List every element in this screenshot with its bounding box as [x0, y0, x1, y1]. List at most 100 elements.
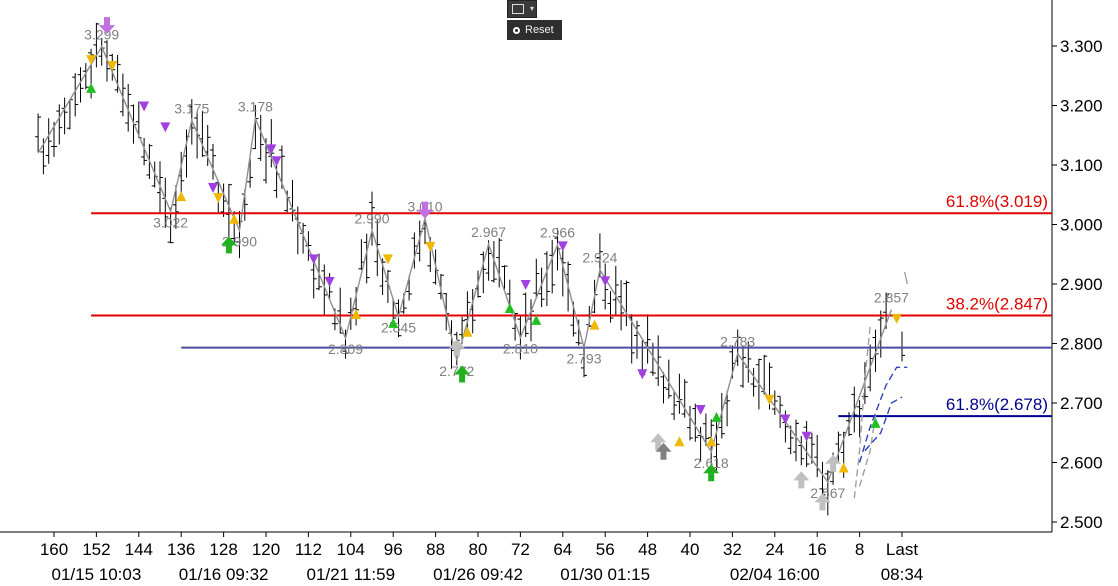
y-tick-label: 3.000 [1060, 216, 1103, 235]
signal-arrow [557, 241, 568, 252]
signal-arrow [637, 369, 648, 380]
reset-icon [513, 27, 520, 34]
x-tick-label: 8 [855, 540, 864, 559]
x-tick-label: 16 [808, 540, 827, 559]
signal-arrow [589, 319, 600, 330]
x-tick-label: Last [886, 540, 918, 559]
swing-label: 3.022 [153, 214, 188, 230]
signal-arrow [266, 144, 277, 155]
swing-label: 2.857 [874, 290, 909, 306]
signal-arrow [139, 101, 150, 112]
level-label: 38.2%(2.847) [946, 295, 1048, 314]
swing-label: 2.618 [694, 455, 729, 471]
signal-arrow [271, 156, 282, 167]
chart-toolbar: ▾ Reset [507, 0, 562, 40]
x-tick-label: 128 [209, 540, 237, 559]
swing-label: 2.966 [540, 225, 575, 241]
y-tick-label: 3.200 [1060, 97, 1103, 116]
signal-arrow [448, 339, 465, 357]
signal-arrow [351, 308, 362, 319]
y-tick-label: 2.500 [1060, 513, 1103, 532]
y-tick-label: 3.300 [1060, 37, 1103, 56]
projection-band [853, 325, 871, 499]
date-tick-label: 01/15 10:03 [51, 565, 141, 584]
date-tick-label: 01/26 09:42 [433, 565, 523, 584]
swing-label: 2.567 [810, 485, 845, 501]
x-tick-label: 104 [337, 540, 365, 559]
x-tick-label: 56 [596, 540, 615, 559]
swing-label: 2.772 [439, 363, 474, 379]
date-tick-label: 08:34 [881, 565, 924, 584]
signal-arrow [208, 183, 218, 194]
swing-label: 2.793 [566, 351, 601, 367]
signal-arrow [703, 464, 720, 482]
chevron-down-icon: ▾ [529, 4, 534, 13]
x-tick-label: 160 [40, 540, 68, 559]
swing-label: 3.175 [174, 100, 209, 116]
signal-arrow [650, 433, 667, 451]
signal-arrow [388, 317, 399, 328]
reset-button[interactable]: Reset [507, 20, 562, 40]
swing-label: 2.845 [381, 320, 416, 336]
signal-arrow [711, 411, 722, 422]
signal-arrow [176, 191, 187, 202]
signal-arrow [308, 254, 319, 265]
swing-label: 3.178 [238, 99, 273, 115]
reset-label: Reset [525, 24, 554, 36]
signal-arrow [764, 394, 775, 405]
date-tick-label: 01/30 01:15 [560, 565, 650, 584]
x-tick-label: 24 [765, 540, 784, 559]
price-bars [35, 22, 905, 516]
x-tick-label: 72 [511, 540, 530, 559]
swing-label: 2.809 [328, 341, 363, 357]
signal-arrow [674, 436, 685, 447]
swing-line [37, 45, 893, 484]
x-tick-label: 112 [295, 540, 322, 559]
x-tick-label: 88 [426, 540, 445, 559]
signal-arrow [160, 122, 171, 133]
y-tick-label: 2.800 [1060, 335, 1103, 354]
signal-arrow [86, 82, 97, 93]
signal-arrow [425, 241, 436, 252]
signal-arrow [107, 61, 118, 72]
level-label: 61.8%(3.019) [946, 192, 1048, 211]
swing-label: 2.810 [503, 341, 538, 357]
signal-arrow [891, 313, 902, 324]
x-tick-label: 96 [384, 540, 403, 559]
x-tick-label: 136 [167, 540, 195, 559]
swing-label: 2.783 [720, 334, 755, 350]
swing-label: 3.299 [84, 27, 119, 43]
swing-label: 2.924 [582, 250, 617, 266]
x-tick-label: 144 [125, 540, 153, 559]
y-tick-label: 2.700 [1060, 394, 1103, 413]
signal-arrow [220, 236, 237, 254]
x-tick-label: 152 [82, 540, 110, 559]
line-chart-icon [512, 4, 524, 14]
signal-arrow [838, 462, 849, 473]
signal-arrow [454, 365, 471, 383]
signal-arrow [706, 436, 717, 447]
signal-arrow [825, 454, 842, 472]
signal-arrow [655, 442, 672, 460]
signal-arrow [793, 471, 810, 489]
level-label: 61.8%(2.678) [946, 395, 1048, 414]
x-tick-label: 64 [553, 540, 572, 559]
chart-type-button[interactable]: ▾ [507, 0, 537, 18]
x-tick-label: 32 [723, 540, 742, 559]
x-tick-label: 40 [681, 540, 700, 559]
date-tick-label: 01/21 11:59 [307, 565, 396, 584]
x-tick-label: 120 [252, 540, 280, 559]
signal-arrow [382, 254, 393, 265]
signal-arrow [870, 417, 881, 428]
signal-arrow [520, 280, 531, 290]
signal-arrow [324, 277, 335, 288]
signal-arrow [213, 193, 224, 204]
projection-band [864, 396, 903, 452]
signal-arrow [780, 414, 791, 425]
date-tick-label: 01/16 09:32 [179, 565, 269, 584]
signal-arrow [86, 55, 97, 66]
y-tick-label: 3.100 [1060, 156, 1103, 175]
x-tick-label: 48 [638, 540, 657, 559]
projection-band [903, 271, 908, 285]
